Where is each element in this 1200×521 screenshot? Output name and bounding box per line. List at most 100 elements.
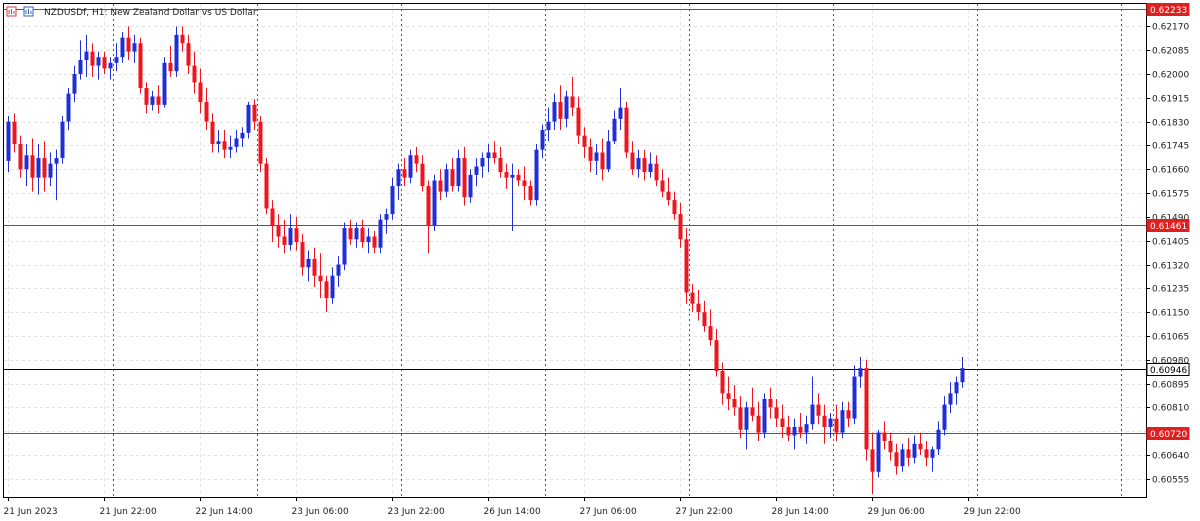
candle-bearish bbox=[138, 37, 143, 94]
candle-body bbox=[756, 415, 761, 433]
candle-body bbox=[732, 398, 737, 408]
candle-bearish bbox=[630, 141, 635, 175]
candle-body bbox=[306, 258, 311, 268]
candle-body bbox=[102, 57, 107, 69]
day-separators bbox=[113, 4, 1122, 497]
candle-bearish bbox=[498, 146, 503, 178]
candle-body bbox=[204, 102, 209, 122]
candle-body bbox=[156, 96, 161, 105]
candle-bearish bbox=[42, 141, 47, 192]
candle-bearish bbox=[774, 398, 779, 427]
candle-bullish bbox=[234, 130, 239, 153]
candle-bearish bbox=[180, 26, 185, 52]
candle-body bbox=[870, 449, 875, 472]
candle-bearish bbox=[504, 163, 509, 189]
candle-bullish bbox=[954, 376, 959, 405]
candle-body bbox=[648, 163, 653, 173]
candle-body bbox=[342, 228, 347, 265]
candle-bearish bbox=[726, 376, 731, 411]
candle-bearish bbox=[522, 166, 527, 201]
candle-bullish bbox=[114, 43, 119, 72]
candle-body bbox=[258, 121, 263, 164]
candle-body bbox=[486, 152, 491, 159]
candle-body bbox=[894, 452, 899, 467]
candle-bullish bbox=[762, 393, 767, 439]
candle-bullish bbox=[330, 267, 335, 304]
candle-bullish bbox=[24, 144, 29, 187]
price-axis: 0.62170 0.62085 0.62000 0.61915 0.61830 0.617… bbox=[1146, 23, 1189, 486]
candle-bullish bbox=[408, 149, 413, 184]
price-tick-label: 0.61745 bbox=[1152, 142, 1189, 152]
candle-bearish bbox=[924, 440, 929, 467]
candle-bullish bbox=[594, 144, 599, 175]
candle-body bbox=[798, 426, 803, 433]
candle-body bbox=[702, 312, 707, 327]
chart-icon[interactable] bbox=[6, 6, 17, 17]
candle-body bbox=[6, 121, 11, 161]
candle-bearish bbox=[360, 219, 365, 248]
candle-bullish bbox=[480, 152, 485, 178]
candle-bearish bbox=[678, 202, 683, 248]
candle-bullish bbox=[456, 149, 461, 192]
candle-bearish bbox=[318, 253, 323, 299]
price-tick-label: 0.61320 bbox=[1152, 262, 1189, 272]
candle-body bbox=[222, 141, 227, 150]
candle-body bbox=[12, 121, 17, 145]
candle-bullish bbox=[150, 90, 155, 111]
candle-body bbox=[696, 303, 701, 313]
candle-bearish bbox=[348, 219, 353, 245]
time-tick-label: 29 Jun 22:00 bbox=[964, 507, 1021, 517]
candle-body bbox=[714, 340, 719, 371]
candle-bullish bbox=[552, 93, 557, 131]
candle-body bbox=[444, 169, 449, 192]
candle-body bbox=[522, 180, 527, 187]
candle-body bbox=[426, 186, 431, 226]
time-tick-label: 29 Jun 06:00 bbox=[868, 507, 925, 517]
candle-bearish bbox=[282, 219, 287, 254]
candle-body bbox=[810, 404, 815, 425]
candle-bearish bbox=[186, 34, 191, 75]
candle-bearish bbox=[768, 387, 773, 419]
candle-body bbox=[198, 82, 203, 103]
candle-body bbox=[678, 214, 683, 240]
candle-bearish bbox=[462, 146, 467, 206]
candle-bullish bbox=[912, 435, 917, 464]
properties-icon[interactable] bbox=[23, 6, 34, 17]
candle-bullish bbox=[228, 135, 233, 159]
candle-body bbox=[534, 149, 539, 201]
candle-bearish bbox=[276, 214, 281, 248]
candle-bullish bbox=[174, 26, 179, 77]
candle-body bbox=[690, 292, 695, 304]
candle-bullish bbox=[288, 214, 293, 251]
candle-bullish bbox=[648, 152, 653, 178]
candle-body bbox=[324, 281, 329, 299]
candle-bullish bbox=[636, 149, 641, 178]
candle-body bbox=[882, 432, 887, 441]
candle-body bbox=[78, 60, 83, 75]
candle-bearish bbox=[156, 85, 161, 114]
candle-bearish bbox=[582, 127, 587, 159]
plot-area[interactable] bbox=[3, 3, 1147, 498]
candle-body bbox=[366, 236, 371, 243]
candle-bearish bbox=[126, 26, 131, 61]
candle-bearish bbox=[558, 85, 563, 131]
candle-bearish bbox=[846, 401, 851, 427]
candle-body bbox=[918, 443, 923, 450]
price-tick-label: 0.61150 bbox=[1152, 309, 1189, 319]
price-level-badge bbox=[1146, 219, 1190, 232]
candle-body bbox=[294, 228, 299, 243]
candle-body bbox=[858, 368, 863, 377]
candle-body bbox=[252, 104, 257, 122]
candle-body bbox=[720, 370, 725, 394]
price-tick-label: 0.61490 bbox=[1152, 214, 1189, 224]
candle-bearish bbox=[450, 158, 455, 192]
candle-body bbox=[912, 443, 917, 458]
candle-bearish bbox=[30, 138, 35, 192]
candle-body bbox=[300, 242, 305, 268]
candle-bullish bbox=[54, 149, 59, 201]
candle-bullish bbox=[246, 102, 251, 139]
candle-body bbox=[642, 158, 647, 173]
candle-bearish bbox=[702, 300, 707, 332]
price-tick-label: 0.60895 bbox=[1152, 381, 1189, 391]
